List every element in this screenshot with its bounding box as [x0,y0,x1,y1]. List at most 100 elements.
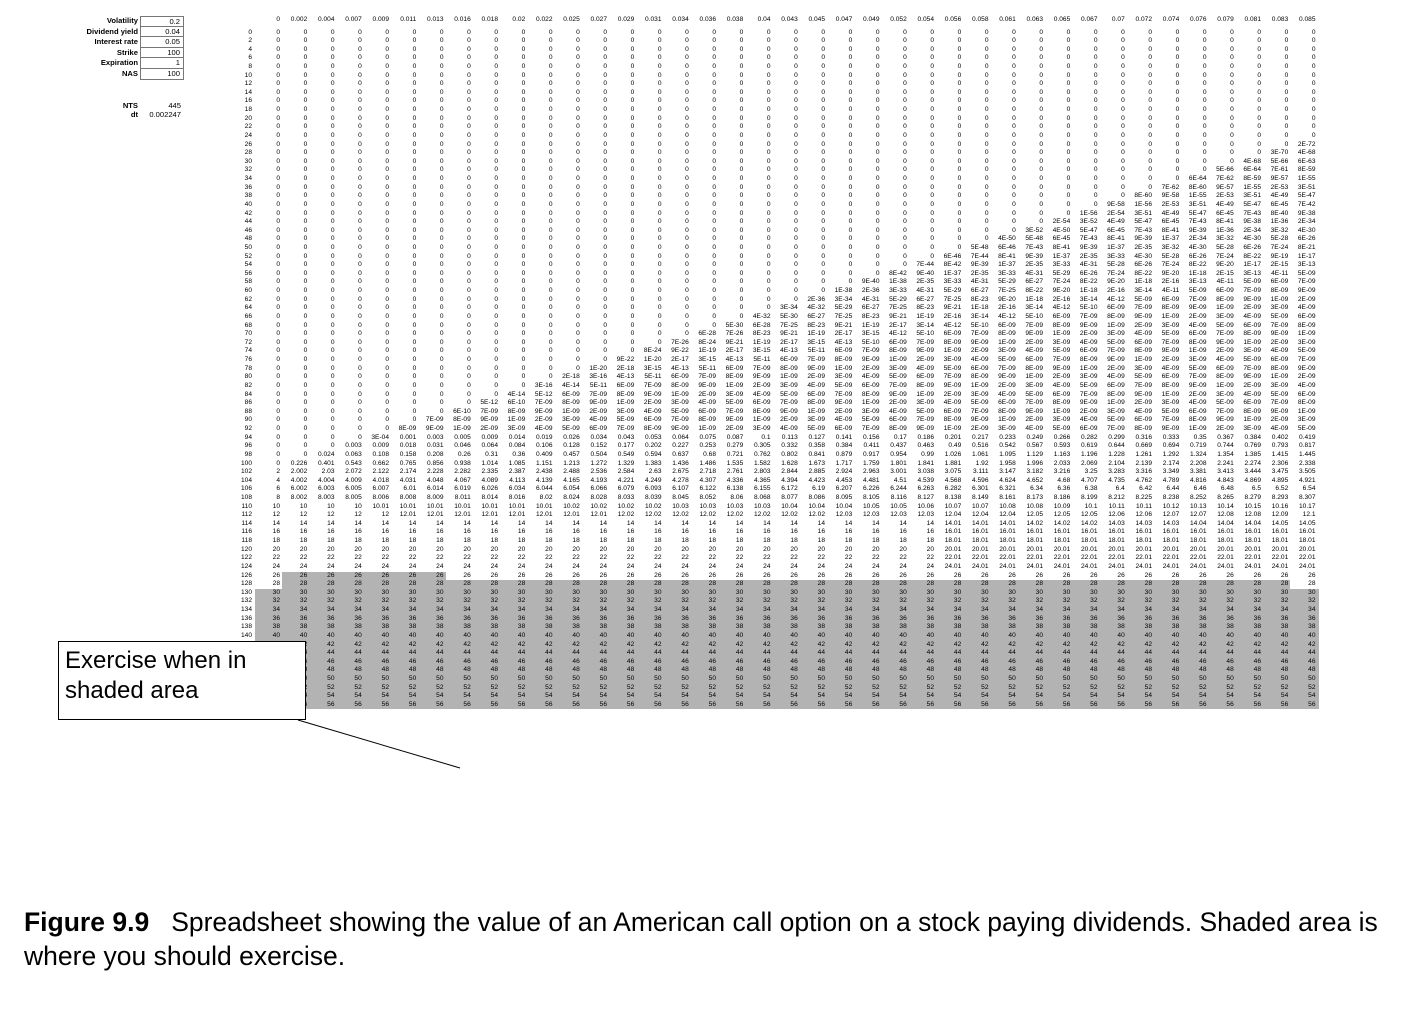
value-cell: 46 [1171,657,1180,665]
value-cell: 0 [848,71,853,79]
value-cell: 6E-09 [998,399,1016,407]
asset-price-cell: 14 [244,88,252,96]
value-cell: 2E-09 [1134,399,1152,407]
value-cell: 5E-09 [1052,425,1071,433]
value-cell: 52 [1253,683,1261,691]
value-cell: 4.568 [944,476,962,484]
asset-price-cell: 20 [244,114,252,122]
value-cell: 7E-09 [425,416,444,424]
value-cell: 40 [872,631,880,639]
value-cell: 0 [276,62,280,70]
value-cell: 0 [930,71,934,79]
value-cell: 0 [712,269,716,277]
value-cell: 18 [626,537,635,545]
time-header-cell: 0.07 [1111,16,1125,23]
value-cell: 9E-09 [1025,407,1043,415]
value-cell: 0 [848,269,853,277]
value-cell: 6E-46 [943,252,962,260]
value-cell: 40 [1199,631,1207,639]
value-cell: 0 [330,252,335,260]
value-cell: 3E-09 [1161,399,1180,407]
value-cell: 14 [408,519,417,527]
time-header-cell: 0.045 [808,16,825,23]
value-cell: 0 [957,131,962,139]
value-cell: 4E-09 [1216,356,1234,364]
value-cell: 0 [276,71,280,79]
value-cell: 3E-09 [861,407,880,415]
value-cell: 0 [1039,71,1043,79]
value-cell: 0 [303,356,308,364]
value-cell: 2E-53 [1161,200,1180,208]
value-cell: 46 [1226,657,1234,665]
value-cell: 1E-18 [970,304,989,312]
value-cell: 0.266 [1053,433,1071,441]
value-cell: 0 [358,425,362,433]
value-cell: 0 [739,252,744,260]
value-cell: 0 [712,97,716,105]
value-cell: 4E-09 [1079,338,1098,346]
value-cell: 0 [739,278,744,286]
value-cell: 46 [844,657,853,665]
value-cell: 0 [630,140,635,148]
value-cell: 20.01 [1189,545,1207,553]
value-cell: 1E-09 [453,425,471,433]
value-cell: 0 [957,149,962,157]
value-cell: 3.182 [1026,468,1043,476]
value-cell: 54 [1090,692,1098,700]
time-header-cell: 0.072 [1135,16,1152,23]
value-cell: 0 [739,62,744,70]
value-cell: 0.457 [563,450,580,458]
value-cell: 0.26 [457,450,471,458]
value-cell: 30 [654,588,662,596]
value-cell: 6E-09 [807,390,825,398]
value-cell: 40 [708,631,716,639]
value-cell: 0.034 [590,433,607,441]
value-cell: 30 [408,588,417,596]
value-cell: 44 [981,649,989,657]
value-cell: 0 [821,287,825,295]
value-cell: 0 [467,269,471,277]
value-cell: 6E-09 [1134,416,1152,424]
value-cell: 0 [576,330,580,338]
value-cell: 0 [603,149,607,157]
value-cell: 0 [848,200,853,208]
value-cell: 6.301 [971,485,989,493]
value-cell: 26 [572,571,580,579]
value-cell: 18 [545,537,553,545]
value-cell: 54 [1308,692,1316,700]
value-cell: 3E-09 [834,373,853,381]
value-cell: 18.01 [1108,537,1125,545]
value-cell: 48 [763,666,771,674]
value-cell: 4.843 [1217,476,1234,484]
value-cell: 40 [1171,631,1180,639]
value-cell: 26 [681,571,689,579]
value-cell: 0 [984,149,989,157]
value-cell: 2E-35 [1025,261,1043,269]
value-cell: 3E-34 [834,295,853,303]
value-cell: 8.016 [508,493,526,501]
value-cell: 14 [817,519,825,527]
value-cell: 0 [657,97,662,105]
value-cell: 0 [794,80,798,88]
value-cell: 0 [1066,28,1071,36]
value-cell: 2.761 [726,468,744,476]
value-cell: 0.549 [617,450,635,458]
value-cell: 0 [330,140,335,148]
value-cell: 4.816 [1189,476,1207,484]
value-cell: 12.06 [1108,511,1125,519]
timestep-label: dt [130,109,138,119]
value-cell: 8.186 [1053,493,1071,501]
value-cell: 0 [739,200,744,208]
value-cell: 32 [681,597,689,605]
value-cell: 0 [794,157,798,165]
value-cell: 54 [1171,692,1180,700]
value-cell: 0 [576,88,580,96]
value-cell: 12.02 [699,511,716,519]
value-cell: 5E-09 [861,416,880,424]
asset-price-cell: 78 [244,364,252,372]
value-cell: 0 [303,278,308,286]
value-cell: 4.453 [835,476,853,484]
value-cell: 0.014 [508,433,526,441]
value-cell: 0 [1175,114,1180,122]
value-cell: 0 [794,140,798,148]
